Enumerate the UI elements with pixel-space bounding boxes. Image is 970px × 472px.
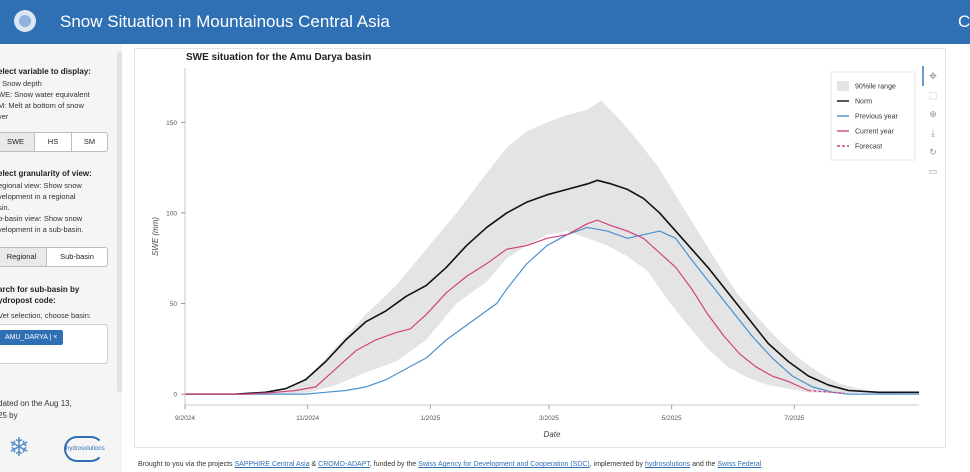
legend-band-swatch [837,81,849,91]
variable-desc-line: WE: Snow water equivalent [0,90,90,99]
swiss-federal-link[interactable]: Swiss Federal [717,461,762,468]
regional-button[interactable]: Regional [0,248,47,266]
footer-text: Brought to you via the projects [138,461,235,468]
variable-desc-line: : Snow depth [0,79,42,88]
footer-credits: Brought to you via the projects SAPPHIRE… [138,461,761,468]
granularity-desc-line: b-basin view: Show snow [0,214,83,223]
legend-norm-label: Norm [855,99,872,106]
page-title: Snow Situation in Mountainous Central As… [60,12,390,31]
x-tick-label: 3/2025 [539,415,559,422]
percentile-band [185,100,919,395]
updated-line: 25 by [0,411,18,420]
x-tick-label: 1/2025 [420,415,440,422]
sdc-link[interactable]: Swiss Agency for Development and Coopera… [418,461,590,468]
search-heading: arch for sub-basin by [0,285,80,294]
chart-toolbar: ✥ ⬚ ⊕ ⤓ ↻ ▭ [926,68,940,182]
footer-text: & [309,461,319,468]
footer-text: , implemented by [589,461,645,468]
chart-title: SWE situation for the Amu Darya basin [186,52,372,63]
granularity-desc-line: egional view: Show snow [0,181,82,190]
legend-band-label: 90%ile range [855,84,896,91]
app-logo [14,10,36,32]
variable-desc-line: ver [0,112,9,121]
cromo-link[interactable]: CROMO-ADAPT [318,461,370,468]
variable-desc-line: M: Melt at bottom of snow [0,101,84,110]
hydrosolutions-link[interactable]: hydrosolutions [645,461,691,468]
basin-select[interactable]: AMU_DARYA | × [0,324,108,364]
x-tick-label: 9/2024 [175,415,195,422]
legend-previous-label: Previous year [855,114,898,121]
header-right-text[interactable]: C [958,12,970,31]
granularity-desc-line: sin. [0,203,10,212]
updated-line: dated on the Aug 13, [0,399,72,408]
hover-icon[interactable]: ▭ [928,166,938,176]
sapphire-link[interactable]: SAPPHIRE Central Asia [234,461,310,468]
basin-chip[interactable]: AMU_DARYA | × [0,330,64,345]
granularity-toggle: Regional Sub-basin [0,247,108,267]
reset-icon[interactable]: ↻ [929,147,937,157]
y-tick-label: 100 [166,210,177,217]
search-heading: ydropost code: [0,296,56,305]
x-axis-label: Date [544,430,561,439]
y-axis-label: SWE (mm) [151,217,160,256]
granularity-desc-line: velopment in a regional [0,192,76,201]
toolbar-active-marker [922,66,924,86]
hydrosolutions-logo: hydrosolutions [64,436,105,462]
footer-text: , funded by the [369,461,419,468]
sm-button[interactable]: SM [83,137,96,146]
current-year-line [185,219,809,395]
y-tick-label: 50 [170,301,178,308]
x-tick-label: 5/2025 [662,415,682,422]
save-icon[interactable]: ⤓ [931,128,935,138]
granularity-desc-line: velopment in a sub-basin. [0,225,84,234]
y-tick-label: 0 [173,392,177,399]
swe-chart[interactable]: 0 50 100 150 9/2024 11/2024 1/2025 3/2025 5/2025… [134,48,946,448]
footer-text: and the [690,461,718,468]
search-hint: Vet selection, choose basin: [0,311,91,320]
x-tick-label: 11/2024 [296,415,319,422]
sidebar: elect variable to display: : Snow depth … [0,44,122,472]
sub-basin-button[interactable]: Sub-basin [60,252,94,261]
box-zoom-icon[interactable]: ⬚ [928,90,938,100]
pan-icon[interactable]: ✥ [929,71,937,81]
hs-button[interactable]: HS [35,133,72,151]
forecast-line [808,389,845,394]
wheel-zoom-icon[interactable]: ⊕ [929,109,937,119]
granularity-heading: elect granularity of view: [0,169,92,178]
norm-line [185,179,919,395]
legend-forecast-label: Forecast [855,144,882,151]
x-tick-label: 7/2025 [784,415,804,422]
slf-snowflake-logo: ❄ [8,432,30,462]
variable-heading: elect variable to display: [0,67,91,76]
swe-button[interactable]: SWE [0,133,35,151]
app-header: Snow Situation in Mountainous Central As… [0,0,970,44]
y-tick-label: 150 [166,120,177,127]
sidebar-scrollbar[interactable] [117,52,122,392]
legend-current-label: Current year [855,129,895,136]
variable-toggle: SWE HS SM [0,132,108,152]
